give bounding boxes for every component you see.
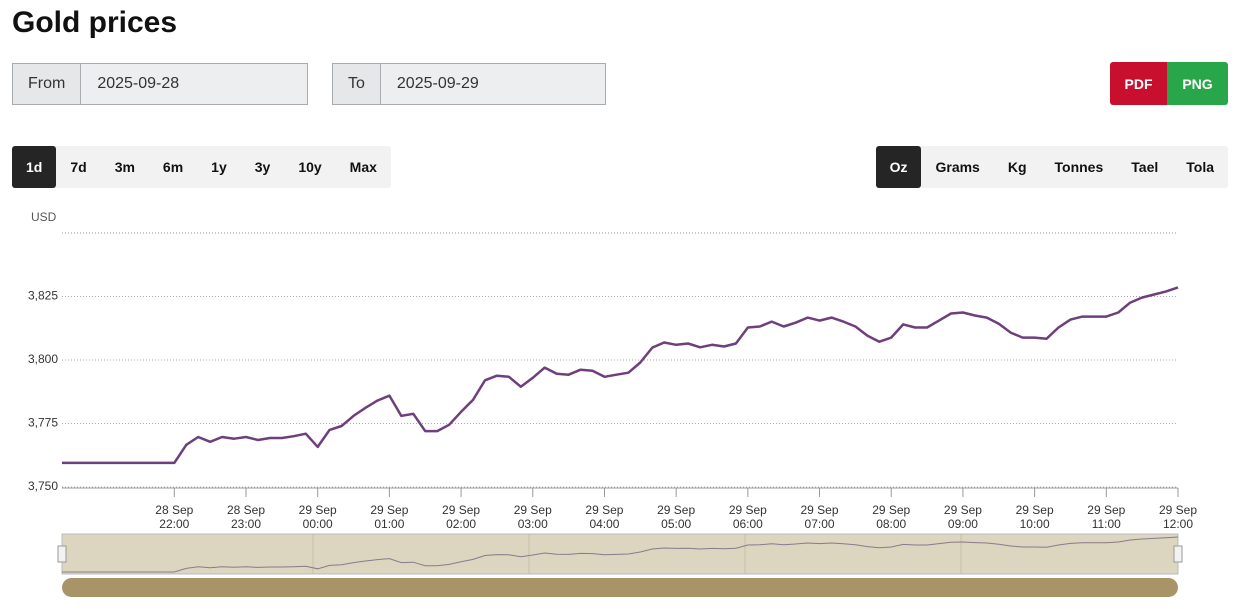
- toggle-button[interactable]: Max: [349, 159, 377, 175]
- nav-handle[interactable]: [57, 545, 67, 563]
- pdf-button[interactable]: PDF: [1110, 62, 1167, 105]
- toggle-button[interactable]: 7d: [70, 159, 87, 175]
- x-tick-label: 29 Sep 03:00: [513, 503, 552, 531]
- y-tick-label: 3,775: [28, 416, 58, 430]
- toggle-button[interactable]: Oz: [875, 146, 922, 188]
- x-tick-label: 29 Sep 02:00: [442, 503, 481, 531]
- y-tick-label: 3,825: [28, 289, 58, 303]
- navigator-line: [62, 536, 1179, 573]
- x-tick-label: 29 Sep 08:00: [872, 503, 911, 531]
- page-title: Gold prices: [12, 6, 178, 39]
- scrollbar[interactable]: [62, 578, 1178, 597]
- x-tick-label: 28 Sep 22:00: [155, 503, 194, 531]
- unit-buttons: Oz Grams Kg Tonnes Tael Tola: [875, 146, 1228, 188]
- toggle-button[interactable]: 1d: [12, 146, 57, 188]
- from-value[interactable]: 2025-09-28: [97, 75, 180, 92]
- x-tick-label: 29 Sep 07:00: [800, 503, 839, 531]
- x-tick-label: 29 Sep 00:00: [298, 503, 337, 531]
- toggle-button[interactable]: Kg: [1007, 159, 1027, 175]
- toggle-button[interactable]: Tonnes: [1054, 159, 1104, 175]
- toggle-button[interactable]: Tael: [1131, 159, 1159, 175]
- toggle-button[interactable]: 1y: [211, 159, 227, 175]
- y-tick-label: 3,750: [28, 479, 58, 493]
- y-axis-label: USD: [31, 210, 57, 224]
- toggle-button[interactable]: 6m: [162, 159, 184, 175]
- from-field[interactable]: From 2025-09-28: [12, 63, 308, 105]
- x-tick-label: 29 Sep 04:00: [585, 503, 624, 531]
- x-tick-label: 29 Sep 10:00: [1015, 503, 1054, 531]
- to-label: To: [333, 64, 381, 104]
- x-tick-label: 28 Sep 23:00: [226, 503, 266, 531]
- png-button[interactable]: PNG: [1167, 62, 1228, 105]
- nav-handle[interactable]: [1173, 545, 1183, 563]
- x-tick-label: 29 Sep 05:00: [657, 503, 696, 531]
- y-tick-label: 3,800: [28, 352, 58, 366]
- price-line: [62, 286, 1179, 465]
- from-label: From: [13, 64, 82, 104]
- x-tick-label: 29 Sep 12:00: [1158, 503, 1198, 531]
- export-buttons: PDF PNG: [1110, 62, 1228, 105]
- toggle-button[interactable]: Tola: [1186, 159, 1214, 175]
- x-tick-label: 29 Sep 11:00: [1087, 503, 1126, 531]
- toggle-button[interactable]: 3y: [254, 159, 271, 175]
- toggle-button[interactable]: 10y: [298, 159, 322, 175]
- x-tick-label: 29 Sep 01:00: [370, 503, 409, 531]
- toggle-button[interactable]: 3m: [114, 159, 135, 175]
- to-value[interactable]: 2025-09-29: [396, 75, 479, 92]
- x-tick-label: 29 Sep 06:00: [728, 503, 767, 531]
- toggle-button[interactable]: Grams: [935, 159, 980, 175]
- range-buttons: 1d 7d 3m 6m 1y 3y 10y Max: [12, 146, 391, 188]
- to-field[interactable]: To 2025-09-29: [332, 63, 606, 105]
- x-tick-label: 29 Sep 09:00: [943, 503, 982, 531]
